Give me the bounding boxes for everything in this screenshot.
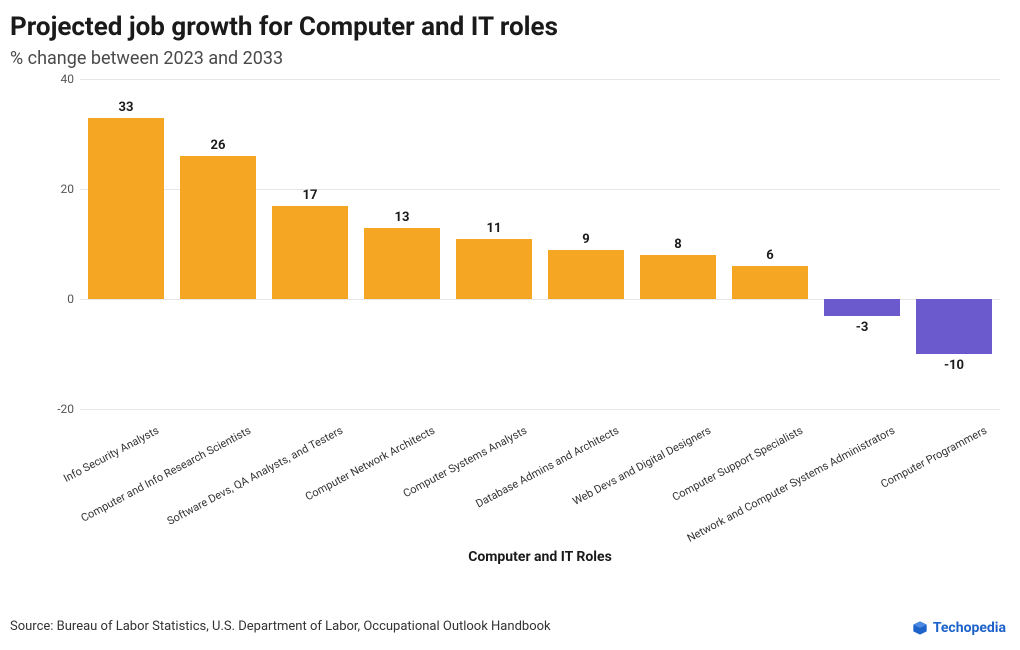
bar bbox=[180, 156, 255, 299]
page: Projected job growth for Computer and IT… bbox=[0, 0, 1020, 650]
y-tick-label: 20 bbox=[61, 182, 75, 196]
bar bbox=[456, 239, 531, 300]
bar bbox=[88, 118, 163, 300]
gridline bbox=[80, 409, 1000, 410]
bar-value-label: 9 bbox=[582, 232, 589, 247]
brand-name: Techopedia bbox=[933, 620, 1006, 636]
bar bbox=[364, 228, 439, 300]
gridline bbox=[80, 79, 1000, 80]
y-tick-label: 0 bbox=[67, 292, 74, 306]
bar-value-label: 33 bbox=[119, 100, 134, 115]
bar-value-label: 11 bbox=[487, 221, 502, 236]
chart: -2002040 3326171311986-3-10 Info Securit… bbox=[10, 79, 1010, 549]
bar bbox=[824, 299, 899, 316]
bar-value-label: 13 bbox=[395, 210, 410, 225]
bar bbox=[640, 255, 715, 299]
chart-subtitle: % change between 2023 and 2033 bbox=[10, 48, 1010, 69]
chart-title: Projected job growth for Computer and IT… bbox=[10, 12, 1010, 42]
y-tick-label: -20 bbox=[57, 402, 74, 416]
bar-value-label: -3 bbox=[856, 320, 869, 335]
source-text: Source: Bureau of Labor Statistics, U.S.… bbox=[10, 619, 551, 634]
bar-value-label: 8 bbox=[674, 237, 681, 252]
plot-area: 33 26 17 13 11 9 8 6 -3 -10 bbox=[80, 79, 1000, 409]
bar-value-label: 17 bbox=[303, 188, 318, 203]
bar bbox=[548, 250, 623, 300]
bar-value-label: -10 bbox=[944, 358, 964, 373]
bar bbox=[272, 206, 347, 300]
x-axis-title: Computer and IT Roles bbox=[440, 549, 640, 565]
bar-value-label: 6 bbox=[766, 248, 773, 263]
bar bbox=[732, 266, 807, 299]
brand-icon bbox=[912, 620, 928, 636]
bar bbox=[916, 299, 991, 354]
y-axis: -2002040 bbox=[10, 79, 80, 409]
y-tick-label: 40 bbox=[61, 72, 75, 86]
brand-logo: Techopedia bbox=[912, 620, 1006, 636]
bar-value-label: 26 bbox=[211, 138, 226, 153]
